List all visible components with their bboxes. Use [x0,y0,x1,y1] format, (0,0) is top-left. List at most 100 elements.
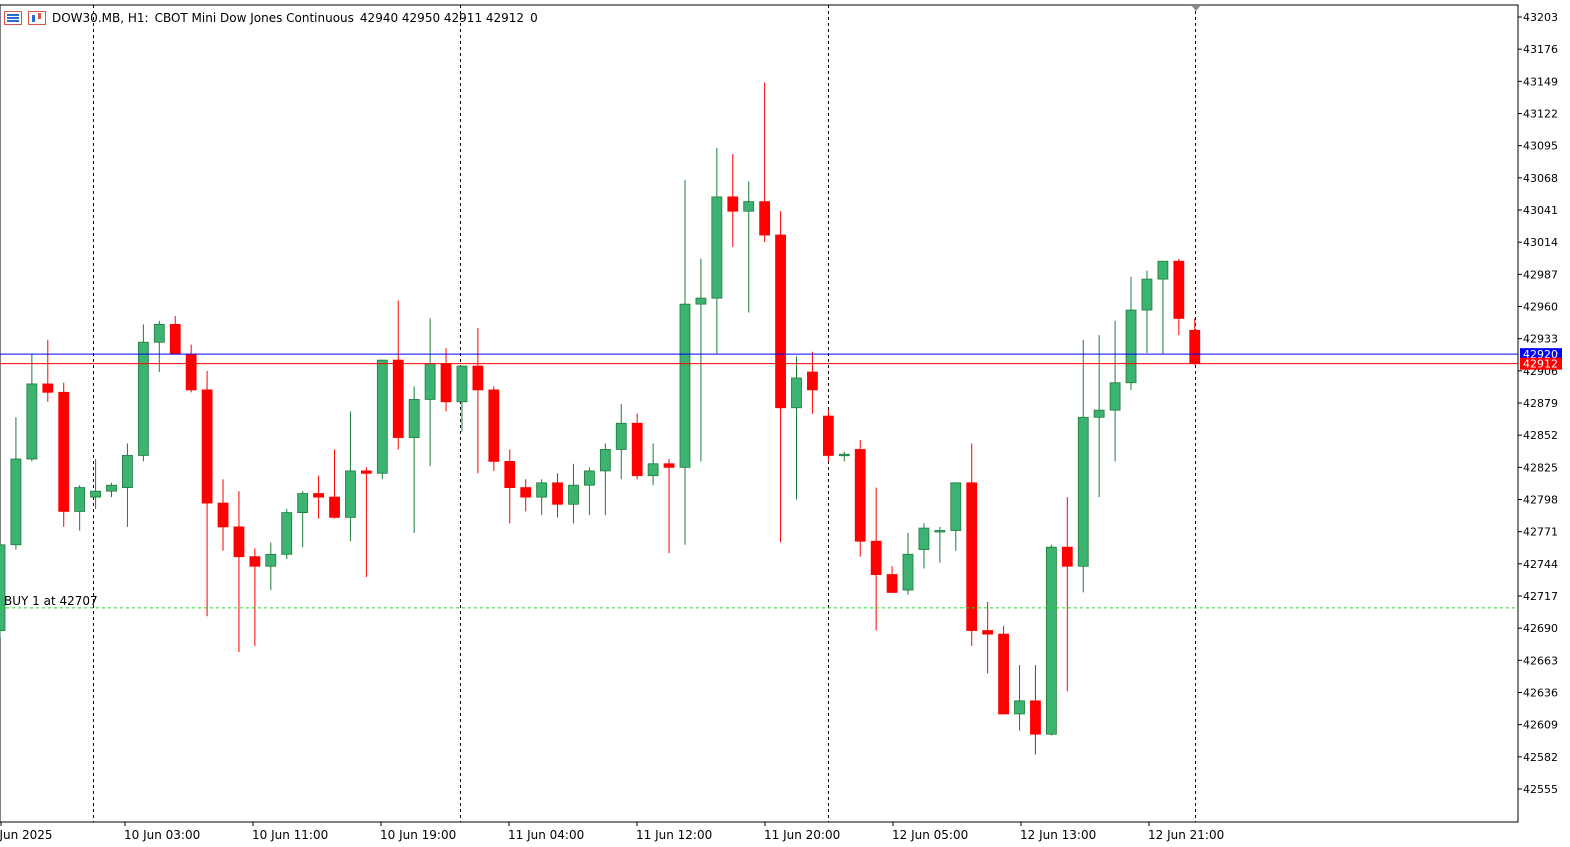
candle-body[interactable] [695,297,707,305]
candle-body[interactable] [807,371,818,391]
candle-body[interactable] [58,391,70,512]
candle-body[interactable] [552,482,563,505]
ask-price-badge [1520,348,1562,361]
candle-body[interactable] [249,556,261,567]
candle-body[interactable] [1077,416,1089,567]
candle-body[interactable] [1157,260,1169,280]
candle-body[interactable] [647,463,659,477]
y-axis-tick-label: 42663 [1523,654,1558,667]
candle-body[interactable] [360,470,372,474]
chart-shift-marker[interactable] [1191,5,1201,11]
candle-body[interactable] [424,363,436,400]
x-axis-tick-label: 9 Jun 2025 [0,828,53,842]
candle-body[interactable] [743,201,755,212]
candle-body[interactable] [376,359,388,474]
candle-body[interactable] [233,526,245,558]
candle-body[interactable] [1061,546,1073,567]
candle-body[interactable] [822,415,834,456]
candle-body[interactable] [42,383,54,393]
candle-body[interactable] [1109,382,1121,411]
candle-body[interactable] [727,196,739,212]
chart-header: DOW30.MB, H1: CBOT Mini Dow Jones Contin… [4,9,544,27]
chart-ohlc: 42940 42950 42911 42912 [359,11,525,25]
candle-body[interactable] [950,482,962,531]
candle-body[interactable] [838,453,850,457]
y-axis-tick-label: 43149 [1523,75,1558,88]
candle-body[interactable] [440,363,452,403]
candle-body[interactable] [918,527,930,550]
candle-body[interactable] [599,449,611,472]
candle-body[interactable] [106,484,117,492]
plot-frame [0,4,1519,823]
candle-body[interactable] [0,544,6,631]
candle-body[interactable] [1045,546,1057,735]
y-axis-tick-label: 42960 [1523,301,1558,314]
y-axis-tick-label: 42825 [1523,461,1558,474]
candle-body[interactable] [615,422,627,450]
candle-body[interactable] [392,359,404,438]
candle-body[interactable] [663,463,675,468]
candle-body[interactable] [265,553,277,567]
y-axis-tick-label: 43122 [1523,108,1558,121]
candle-body[interactable] [217,502,229,528]
candle-body[interactable] [137,341,149,456]
candle-body[interactable] [201,389,213,504]
candle-body[interactable] [297,493,309,514]
candle-body[interactable] [122,455,133,488]
x-axis-tick-label: 12 Jun 13:00 [1020,828,1096,842]
candle-body[interactable] [408,399,420,438]
candle-body[interactable] [504,460,516,488]
trade-level-label: BUY 1 at 42707 [4,594,98,608]
candle-body[interactable] [472,365,484,391]
chart-window-icon[interactable] [28,10,46,26]
chart-symbol: DOW30.MB, H1: [52,11,149,25]
candle-body[interactable] [775,234,786,409]
candle-body[interactable] [982,630,994,635]
candle-body[interactable] [1030,700,1041,735]
candle-body[interactable] [26,383,38,460]
candle-body[interactable] [1014,700,1025,715]
candle-body[interactable] [169,323,181,355]
candle-body[interactable] [345,470,356,518]
candle-body[interactable] [329,496,340,518]
candle-body[interactable] [520,487,532,498]
candle-body[interactable] [568,484,579,505]
y-axis-tick-label: 42987 [1523,268,1558,281]
candle-body[interactable] [902,553,914,591]
candle-body[interactable] [90,490,101,498]
candle-body[interactable] [711,196,723,299]
candle-body[interactable] [870,540,882,575]
candle-body[interactable] [313,493,325,498]
candle-body[interactable] [1189,329,1201,365]
candle-body[interactable] [153,323,165,343]
candle-body[interactable] [759,201,771,236]
candle-body[interactable] [74,487,86,512]
y-axis-tick-label: 43176 [1523,43,1558,56]
candle-body[interactable] [1125,309,1137,384]
candle-body[interactable] [584,470,595,486]
x-axis-tick-label: 11 Jun 12:00 [636,828,712,842]
candle-body[interactable] [185,353,197,391]
y-axis-tick-label: 42636 [1523,687,1558,700]
menu-list-icon[interactable] [4,10,22,26]
candle-body[interactable] [934,530,946,533]
candle-body[interactable] [631,422,643,477]
candle-body[interactable] [854,449,866,542]
candle-body[interactable] [679,303,691,468]
candle-body[interactable] [456,365,468,403]
candle-body[interactable] [1141,278,1153,311]
candle-body[interactable] [536,482,548,498]
candle-body[interactable] [488,389,500,462]
candle-body[interactable] [281,512,293,555]
x-axis-tick-label: 11 Jun 04:00 [508,828,584,842]
candle-body[interactable] [966,482,978,631]
y-axis-tick-label: 42771 [1523,526,1558,539]
candle-body[interactable] [1093,409,1105,418]
candle-body[interactable] [10,458,22,546]
candle-body[interactable] [1173,260,1185,319]
candle-body[interactable] [886,574,898,593]
candle-body[interactable] [791,377,802,409]
candle-body[interactable] [998,633,1009,715]
x-axis-tick-label: 12 Jun 05:00 [892,828,968,842]
